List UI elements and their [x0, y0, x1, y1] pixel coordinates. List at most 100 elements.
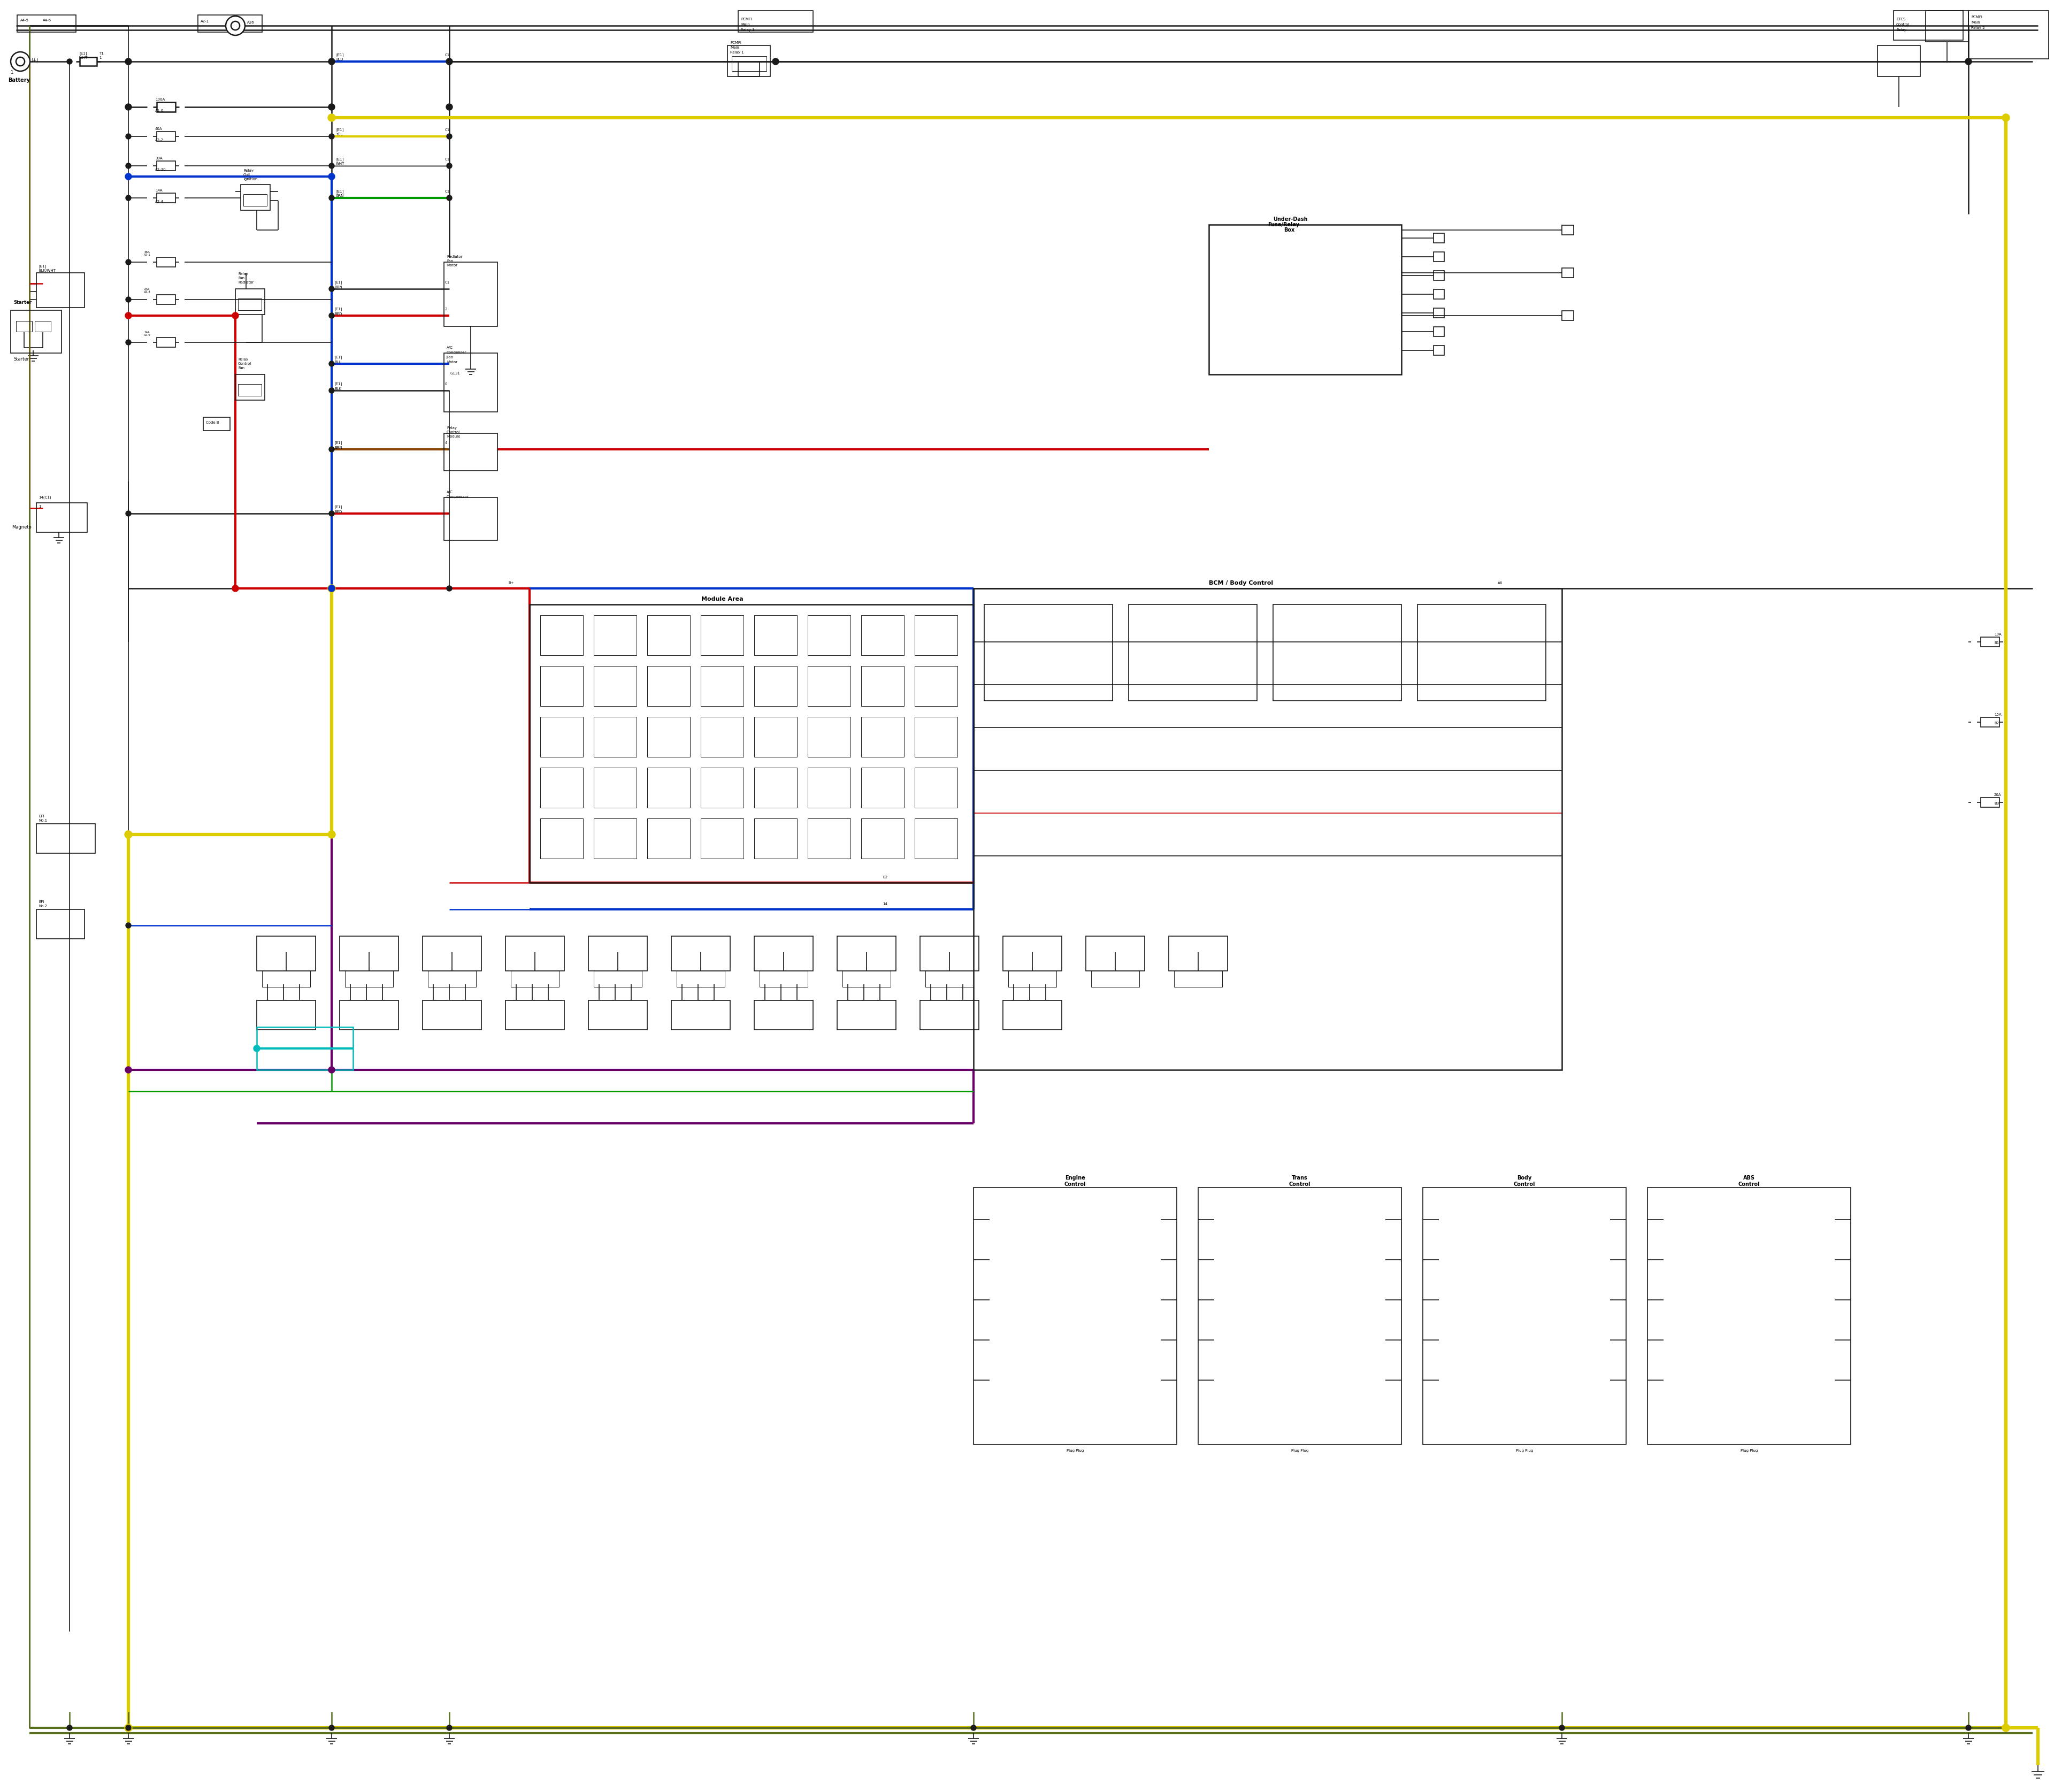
- Text: B3: B3: [1994, 801, 1999, 805]
- Text: 1: 1: [446, 357, 448, 358]
- Text: [E1]: [E1]: [39, 265, 45, 269]
- Bar: [242, 194, 267, 206]
- Bar: [594, 971, 641, 987]
- Bar: [1087, 935, 1144, 971]
- Circle shape: [125, 104, 131, 109]
- Bar: [807, 819, 850, 858]
- Text: [E1]: [E1]: [337, 54, 343, 57]
- Circle shape: [446, 59, 452, 65]
- Text: BCM / Body Control: BCM / Body Control: [1210, 581, 1273, 586]
- Circle shape: [125, 134, 131, 140]
- Bar: [838, 1000, 896, 1030]
- Circle shape: [232, 312, 238, 319]
- Text: WHT: WHT: [80, 56, 88, 59]
- Text: Control: Control: [1896, 23, 1910, 27]
- Bar: [1002, 935, 1062, 971]
- Circle shape: [125, 104, 131, 109]
- Bar: [530, 604, 974, 883]
- Bar: [37, 824, 94, 853]
- Bar: [156, 102, 175, 111]
- Bar: [444, 262, 497, 326]
- Text: 46A
A2-1: 46A A2-1: [144, 251, 150, 256]
- Circle shape: [329, 446, 335, 452]
- Bar: [540, 615, 583, 656]
- Bar: [1877, 45, 1920, 77]
- Text: Control: Control: [238, 362, 251, 366]
- Text: Relay: Relay: [242, 168, 253, 172]
- Text: Plug Plug: Plug Plug: [1516, 1450, 1532, 1452]
- Circle shape: [446, 195, 452, 201]
- Text: 15A: 15A: [1994, 713, 2001, 717]
- Bar: [672, 935, 729, 971]
- Circle shape: [2003, 115, 2009, 122]
- Bar: [511, 971, 559, 987]
- Bar: [37, 909, 84, 939]
- Circle shape: [446, 104, 452, 109]
- Bar: [37, 272, 84, 308]
- Bar: [700, 615, 744, 656]
- Text: Fuse/Relay: Fuse/Relay: [1267, 222, 1300, 228]
- Text: C1: C1: [446, 54, 450, 57]
- Text: Relay: Relay: [238, 272, 249, 276]
- Text: Battery: Battery: [8, 77, 31, 82]
- Bar: [257, 1027, 353, 1070]
- Text: Radiator: Radiator: [238, 281, 255, 285]
- Bar: [700, 819, 744, 858]
- Bar: [1273, 604, 1401, 701]
- Bar: [236, 289, 265, 315]
- Text: EFI
No.2: EFI No.2: [39, 901, 47, 907]
- Bar: [754, 819, 797, 858]
- Text: [E1]: [E1]: [80, 52, 86, 56]
- Bar: [345, 971, 392, 987]
- Bar: [1417, 604, 1547, 701]
- Text: Relay 2: Relay 2: [1972, 27, 1984, 29]
- Bar: [700, 767, 744, 808]
- Bar: [676, 971, 725, 987]
- Circle shape: [329, 511, 335, 516]
- Circle shape: [125, 312, 131, 319]
- Circle shape: [446, 134, 452, 140]
- Text: Main: Main: [741, 23, 750, 27]
- Bar: [647, 717, 690, 756]
- Text: C1: C1: [446, 190, 450, 194]
- Bar: [240, 185, 271, 210]
- Bar: [238, 383, 261, 396]
- Text: BLK: BLK: [335, 387, 341, 391]
- Text: 14A: 14A: [156, 188, 162, 192]
- Text: RED: RED: [335, 312, 343, 315]
- Text: Plug Plug: Plug Plug: [1066, 1450, 1085, 1452]
- Text: Engine
Control: Engine Control: [1064, 1176, 1087, 1186]
- Circle shape: [125, 340, 131, 346]
- Bar: [861, 667, 904, 706]
- Bar: [156, 131, 175, 142]
- Text: ETCS: ETCS: [1896, 18, 1906, 22]
- Bar: [444, 353, 497, 412]
- Text: Fan: Fan: [446, 260, 454, 263]
- Circle shape: [446, 1726, 452, 1731]
- Bar: [861, 717, 904, 756]
- Text: Compressor: Compressor: [446, 495, 468, 498]
- Circle shape: [1559, 1726, 1565, 1731]
- Bar: [1210, 224, 1401, 375]
- Text: WHT: WHT: [337, 161, 345, 165]
- Bar: [540, 667, 583, 706]
- Bar: [920, 1000, 980, 1030]
- Text: A2-1: A2-1: [201, 20, 210, 23]
- Circle shape: [125, 1726, 131, 1731]
- Bar: [1169, 935, 1228, 971]
- Text: Motor: Motor: [446, 263, 458, 267]
- Bar: [1980, 638, 1999, 647]
- Bar: [236, 375, 265, 400]
- Text: BRN: BRN: [335, 285, 343, 289]
- Text: Fan: Fan: [446, 357, 454, 358]
- Bar: [647, 615, 690, 656]
- Bar: [1128, 604, 1257, 701]
- Bar: [1980, 797, 1999, 806]
- Circle shape: [329, 584, 335, 591]
- Text: Code B: Code B: [205, 421, 220, 425]
- Bar: [257, 1000, 316, 1030]
- Circle shape: [125, 163, 131, 168]
- Text: B1: B1: [1994, 642, 1999, 645]
- Bar: [1434, 308, 1444, 317]
- Text: 100A: 100A: [156, 99, 164, 100]
